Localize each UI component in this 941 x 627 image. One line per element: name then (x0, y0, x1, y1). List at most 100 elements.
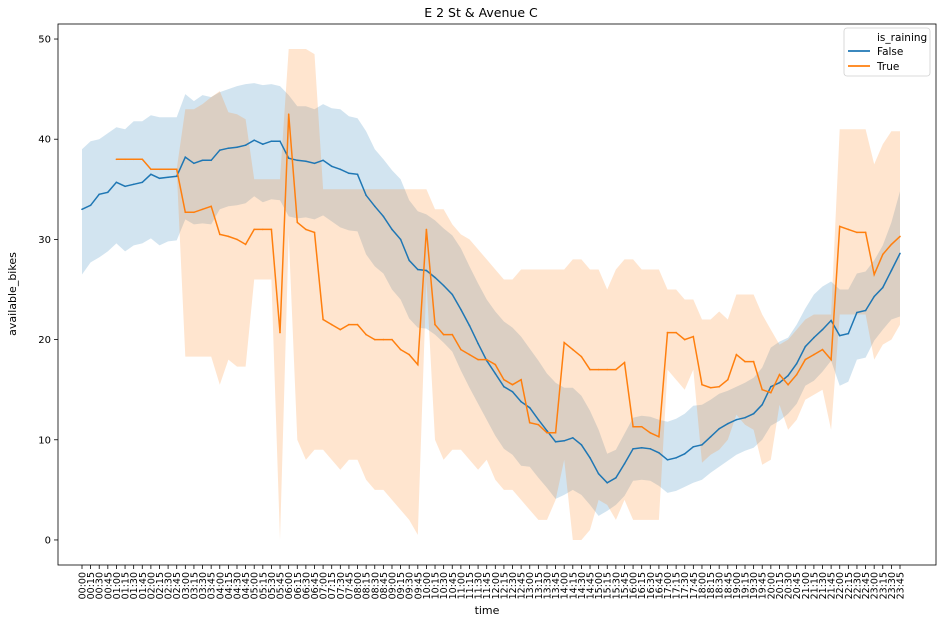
data-point-false (503, 385, 505, 388)
x-tick-label: 20:15 (775, 572, 786, 599)
series-line-false (81, 139, 901, 484)
x-tick-label: 07:00 (319, 572, 330, 599)
data-point-false (632, 448, 634, 450)
x-tick-label: 14:30 (577, 572, 588, 599)
data-point-true (141, 158, 144, 161)
data-point-false (718, 427, 720, 430)
data-point-true (339, 328, 342, 331)
data-point-false (770, 385, 772, 388)
x-tick-label: 23:45 (896, 572, 907, 599)
x-tick-label: 02:00 (146, 572, 157, 599)
y-tick-label: 40 (38, 135, 51, 146)
data-point-true (899, 235, 901, 238)
data-point-true (313, 231, 316, 234)
x-tick-label: 23:30 (887, 572, 898, 599)
data-point-false (744, 416, 746, 419)
data-point-true (752, 360, 755, 363)
data-point-false (193, 162, 195, 165)
x-tick-label: 01:45 (138, 572, 149, 599)
data-point-false (408, 259, 411, 262)
data-point-true (365, 333, 367, 336)
x-tick-label: 14:15 (568, 572, 579, 599)
data-point-false (460, 308, 462, 311)
x-tick-label: 15:15 (603, 572, 614, 599)
data-point-true (158, 168, 161, 171)
x-tick-label: 21:45 (827, 572, 838, 599)
x-tick-label: 23:15 (878, 572, 889, 599)
x-tick-label: 17:15 (672, 572, 683, 599)
data-point-true (382, 338, 385, 341)
data-point-false (838, 334, 841, 337)
data-point-true (253, 228, 255, 231)
data-point-false (262, 143, 264, 145)
data-point-true (244, 243, 247, 246)
data-point-true (658, 436, 660, 438)
y-tick-label: 10 (38, 435, 51, 446)
data-point-false (374, 205, 376, 208)
data-point-true (193, 211, 195, 214)
data-point-false (158, 177, 161, 180)
x-tick-label: 08:30 (370, 572, 381, 599)
data-point-true (546, 432, 548, 434)
data-point-false (339, 168, 342, 171)
data-point-false (856, 311, 858, 314)
x-tick-label: 05:45 (276, 572, 287, 599)
x-tick-label: 06:15 (293, 572, 304, 599)
data-point-true (615, 368, 617, 371)
x-tick-label: 17:30 (680, 572, 691, 599)
x-tick-label: 04:15 (224, 572, 235, 599)
x-tick-label: 01:15 (121, 572, 132, 599)
data-point-false (847, 332, 850, 335)
data-point-false (305, 160, 307, 163)
data-point-false (640, 447, 643, 449)
data-point-true (468, 353, 471, 356)
data-point-false (606, 482, 608, 484)
data-point-true (554, 432, 557, 434)
x-tick-label: 05:30 (267, 572, 278, 599)
data-point-false (563, 440, 565, 442)
data-point-false (528, 406, 531, 409)
data-point-true (597, 368, 600, 371)
x-tick-label: 17:00 (663, 572, 674, 599)
data-point-false (313, 162, 316, 165)
x-tick-label: 02:30 (164, 572, 175, 599)
data-point-true (727, 378, 729, 381)
x-tick-label: 03:15 (189, 572, 200, 599)
x-tick-label: 10:45 (448, 572, 459, 599)
data-point-true (649, 432, 652, 434)
data-point-true (563, 341, 565, 344)
data-point-false (434, 276, 436, 279)
x-tick-label: 10:00 (422, 572, 433, 599)
data-point-true (503, 378, 505, 381)
x-tick-label: 08:45 (379, 572, 390, 599)
data-point-false (778, 381, 781, 384)
x-tick-label: 03:45 (207, 572, 218, 599)
data-point-true (442, 333, 445, 336)
data-point-false (899, 252, 901, 255)
data-point-true (236, 238, 238, 241)
data-point-false (735, 418, 738, 421)
data-point-false (649, 448, 652, 450)
x-tick-label: 01:30 (129, 572, 140, 599)
data-point-true (425, 228, 428, 231)
x-tick-label: 17:45 (689, 572, 700, 599)
data-point-false (210, 159, 212, 162)
data-point-false (658, 452, 660, 454)
x-tick-label: 13:15 (534, 572, 545, 599)
x-tick-label: 16:15 (637, 572, 648, 599)
x-tick-label: 15:00 (594, 572, 605, 599)
x-tick-label: 15:30 (611, 572, 622, 599)
data-point-false (494, 372, 497, 375)
data-point-true (175, 168, 178, 171)
data-point-false (511, 390, 514, 393)
data-point-true (692, 335, 695, 338)
x-tick-label: 13:45 (551, 572, 562, 599)
data-point-false (81, 208, 83, 211)
x-tick-label: 09:00 (388, 572, 399, 599)
data-point-false (150, 173, 152, 176)
data-point-true (683, 338, 686, 341)
data-point-false (89, 204, 92, 207)
data-point-false (287, 157, 290, 159)
x-tick-label: 10:30 (439, 572, 450, 599)
